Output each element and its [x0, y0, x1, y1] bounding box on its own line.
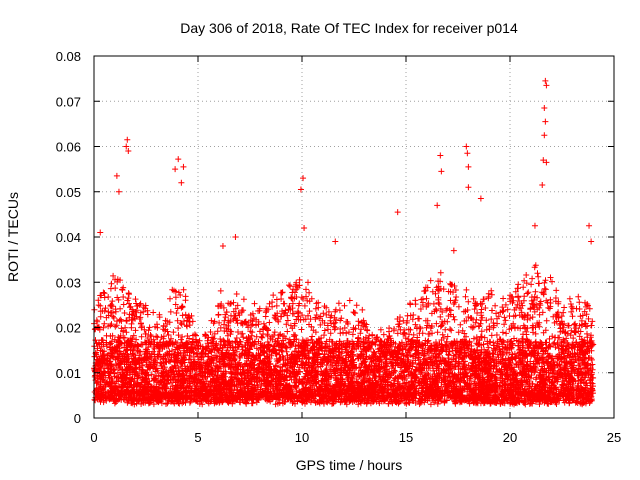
- data-point-peak: [588, 238, 595, 245]
- y-tick-label: 0.01: [56, 366, 81, 381]
- tick-labels: 0 5 10 15 20 25 0 0.01 0.02 0.03 0.04 0.05 0.06 0.07 0…: [56, 49, 622, 445]
- y-tick-label: 0.04: [56, 230, 81, 245]
- data-point-peak: [463, 143, 470, 150]
- y-axis-label: ROTI / TECUs: [5, 192, 21, 282]
- data-point-peak: [465, 163, 472, 170]
- data-point-peak: [123, 143, 130, 150]
- x-tick-label: 0: [90, 430, 97, 445]
- data-point-peak: [300, 175, 307, 182]
- y-tick-label: 0.07: [56, 94, 81, 109]
- x-tick-label: 25: [607, 430, 621, 445]
- data-points: [91, 77, 597, 408]
- data-point-peak: [465, 184, 472, 191]
- data-point-peak: [541, 132, 548, 139]
- data-point-peak: [586, 222, 593, 229]
- data-point-peak: [180, 163, 187, 170]
- data-point-peak: [477, 195, 484, 202]
- data-point-peak: [113, 172, 120, 179]
- data-point-peak: [115, 188, 122, 195]
- data-point-peak: [464, 150, 471, 157]
- data-point-peak: [175, 156, 182, 163]
- data-point-peak: [542, 77, 549, 84]
- data-point-peak: [542, 118, 549, 125]
- data-point-peak: [232, 234, 239, 240]
- data-point-peak: [172, 166, 179, 173]
- x-tick-label: 10: [295, 430, 309, 445]
- data-point-peak: [541, 105, 548, 112]
- y-tick-label: 0.03: [56, 275, 81, 290]
- data-point-peak: [301, 224, 308, 231]
- data-point-peak: [539, 181, 546, 188]
- data-point-peak: [438, 168, 445, 175]
- x-tick-label: 5: [194, 430, 201, 445]
- y-tick-label: 0.05: [56, 185, 81, 200]
- data-point-peak: [394, 209, 401, 216]
- x-axis-label: GPS time / hours: [296, 457, 403, 473]
- data-point-peak: [531, 222, 538, 229]
- chart-title: Day 306 of 2018, Rate Of TEC Index for r…: [180, 20, 518, 36]
- data-point-cloud: [91, 262, 597, 408]
- y-tick-label: 0.02: [56, 321, 81, 336]
- data-point-peak: [97, 229, 104, 236]
- data-point-peak: [540, 157, 547, 164]
- data-point-peak: [543, 82, 550, 89]
- data-point-peak: [437, 152, 444, 159]
- x-tick-label: 20: [503, 430, 517, 445]
- y-tick-label: 0: [74, 411, 81, 426]
- data-point-peak: [434, 202, 441, 209]
- y-tick-label: 0.08: [56, 49, 81, 64]
- axis-ticks: [93, 55, 615, 419]
- y-tick-label: 0.06: [56, 140, 81, 155]
- data-point-peak: [297, 186, 304, 193]
- data-point-peak: [219, 243, 226, 250]
- x-tick-label: 15: [399, 430, 413, 445]
- data-point-peak: [125, 148, 132, 155]
- data-point-peak: [332, 238, 339, 245]
- data-point-peak: [450, 247, 457, 254]
- data-point-peak: [124, 136, 131, 143]
- data-point-peak: [178, 179, 185, 186]
- data-point-peak: [543, 159, 550, 166]
